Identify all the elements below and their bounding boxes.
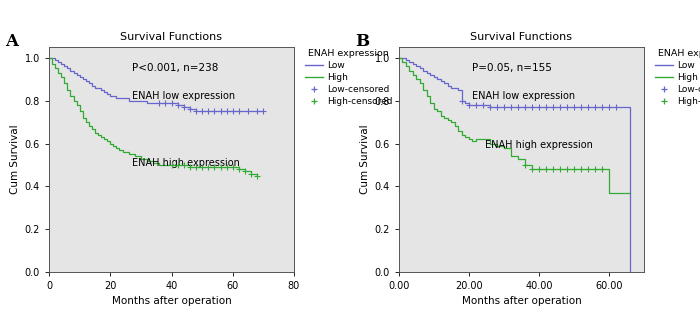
Point bbox=[227, 109, 238, 114]
Point bbox=[610, 105, 622, 110]
Point bbox=[184, 165, 195, 170]
Point bbox=[554, 105, 566, 110]
Point bbox=[519, 105, 531, 110]
Y-axis label: Cum Survival: Cum Survival bbox=[10, 125, 20, 194]
Point bbox=[561, 105, 573, 110]
Point bbox=[575, 167, 587, 172]
Point bbox=[554, 167, 566, 172]
Point bbox=[561, 167, 573, 172]
Point bbox=[575, 105, 587, 110]
Point bbox=[477, 102, 489, 107]
Point bbox=[540, 167, 552, 172]
Point bbox=[456, 98, 468, 103]
Point bbox=[603, 105, 615, 110]
Point bbox=[252, 109, 263, 114]
Y-axis label: Cum Survival: Cum Survival bbox=[360, 125, 370, 194]
Point bbox=[526, 105, 538, 110]
Point bbox=[197, 109, 208, 114]
Point bbox=[190, 109, 202, 114]
Point bbox=[568, 167, 580, 172]
Point bbox=[203, 109, 214, 114]
Point bbox=[582, 105, 594, 110]
Point bbox=[160, 100, 171, 105]
Point bbox=[491, 105, 503, 110]
Point bbox=[596, 167, 608, 172]
Point bbox=[221, 109, 232, 114]
Point bbox=[484, 105, 496, 110]
Title: Survival Functions: Survival Functions bbox=[120, 32, 223, 42]
Point bbox=[582, 167, 594, 172]
Text: ENAH high expression: ENAH high expression bbox=[484, 140, 593, 150]
X-axis label: Months after operation: Months after operation bbox=[461, 295, 582, 305]
Legend: Low, High, Low-censored, High-censored: Low, High, Low-censored, High-censored bbox=[303, 47, 394, 108]
Text: ENAH low expression: ENAH low expression bbox=[132, 91, 235, 101]
Point bbox=[197, 165, 208, 170]
Point bbox=[172, 162, 183, 167]
Point bbox=[470, 102, 482, 107]
Point bbox=[533, 167, 545, 172]
Point bbox=[547, 167, 559, 172]
Point bbox=[178, 105, 189, 110]
Point bbox=[540, 105, 552, 110]
Point bbox=[242, 109, 253, 114]
Point bbox=[519, 162, 531, 167]
Point bbox=[533, 105, 545, 110]
Text: P=0.05, n=155: P=0.05, n=155 bbox=[473, 63, 552, 73]
Point bbox=[246, 171, 257, 176]
Point bbox=[178, 162, 189, 167]
Point bbox=[233, 109, 244, 114]
Point bbox=[215, 165, 226, 170]
Title: Survival Functions: Survival Functions bbox=[470, 32, 573, 42]
Point bbox=[166, 162, 177, 167]
Point bbox=[172, 102, 183, 107]
Point bbox=[154, 100, 165, 105]
Point bbox=[166, 100, 177, 105]
Point bbox=[233, 167, 244, 172]
Point bbox=[526, 167, 538, 172]
Point bbox=[209, 109, 220, 114]
Point bbox=[203, 165, 214, 170]
Point bbox=[596, 105, 608, 110]
Point bbox=[589, 105, 601, 110]
Point bbox=[239, 169, 251, 174]
Point bbox=[190, 165, 202, 170]
Point bbox=[258, 109, 269, 114]
Text: ENAH high expression: ENAH high expression bbox=[132, 158, 240, 168]
Point bbox=[221, 165, 232, 170]
Point bbox=[512, 105, 524, 110]
Point bbox=[215, 109, 226, 114]
Text: B: B bbox=[355, 33, 369, 50]
Point bbox=[252, 173, 263, 178]
Point bbox=[209, 165, 220, 170]
Point bbox=[184, 107, 195, 112]
Point bbox=[505, 105, 517, 110]
Point bbox=[547, 105, 559, 110]
Point bbox=[568, 105, 580, 110]
Point bbox=[498, 105, 510, 110]
X-axis label: Months after operation: Months after operation bbox=[111, 295, 232, 305]
Legend: Low, High, Low-censored, High-censored: Low, High, Low-censored, High-censored bbox=[653, 47, 700, 108]
Point bbox=[227, 165, 238, 170]
Text: P<0.001, n=238: P<0.001, n=238 bbox=[132, 63, 218, 73]
Text: ENAH low expression: ENAH low expression bbox=[473, 91, 575, 101]
Text: A: A bbox=[5, 33, 18, 50]
Point bbox=[589, 167, 601, 172]
Point bbox=[463, 102, 475, 107]
